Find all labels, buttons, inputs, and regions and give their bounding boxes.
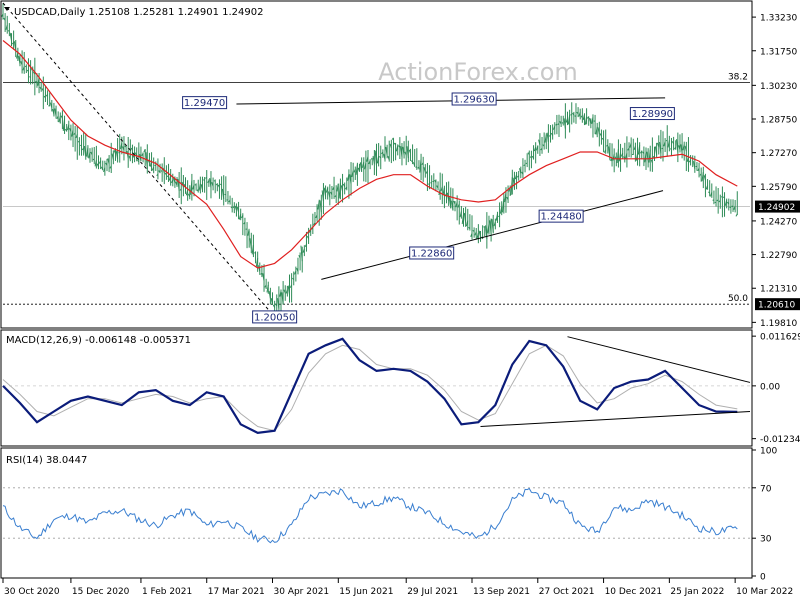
rsi-axis-tick-label: 0 [760, 573, 766, 583]
date-axis-tick-label: 15 Dec 2020 [72, 587, 130, 597]
price-axis-tick-label: 1.22790 [760, 251, 797, 261]
level-price-label-text: 1.20610 [758, 301, 795, 311]
watermark: ActionForex.com [378, 58, 578, 86]
price-bar-open [570, 115, 571, 116]
price-axis-tick-label: 1.24270 [760, 217, 797, 227]
rsi-panel-title: RSI(14) 38.0447 [6, 455, 87, 466]
date-axis-tick-label: 30 Oct 2020 [4, 587, 60, 597]
price-callout-label: 1.22860 [411, 248, 452, 259]
date-axis-tick-label: 29 Jul 2021 [407, 587, 458, 597]
macd-axis-tick-label: 0.00 [760, 382, 780, 392]
price-callout-label: 1.29630 [453, 94, 494, 105]
price-callout-label: 1.28990 [632, 109, 673, 120]
date-axis-tick-label: 10 Mar 2022 [736, 587, 793, 597]
date-axis-tick-label: 10 Dec 2021 [605, 587, 663, 597]
macd-panel-title: MACD(12,26,9) -0.006148 -0.005371 [6, 335, 191, 346]
price-axis-tick-label: 1.27270 [760, 149, 797, 159]
price-axis-tick-label: 1.31750 [760, 47, 797, 57]
price-bar-open [80, 145, 81, 146]
level-price-label: 1.20610 [755, 298, 800, 311]
date-axis-tick-label: 30 Apr 2021 [274, 587, 330, 597]
price-callout: 1.29630 [452, 93, 496, 106]
last-price-label-text: 1.24902 [758, 203, 795, 213]
price-callout: 1.24480 [539, 210, 583, 223]
date-axis-tick-label: 13 Sep 2021 [473, 587, 530, 597]
date-axis-tick-label: 17 Mar 2021 [208, 587, 265, 597]
rsi-axis-tick-label: 100 [760, 447, 777, 457]
rsi-axis-tick-label: 30 [760, 535, 772, 545]
price-callout: 1.22860 [410, 247, 454, 259]
price-bar-open [205, 178, 206, 179]
price-callout-label: 1.29470 [184, 98, 225, 109]
last-price-label: 1.24902 [755, 201, 800, 214]
price-panel-title: USDCAD,Daily 1.25108 1.25281 1.24901 1.2… [14, 7, 264, 18]
price-axis-tick-label: 1.30230 [760, 82, 797, 92]
macd-axis-tick-label: 0.011629 [760, 333, 800, 343]
fib-level-label: 50.0 [728, 294, 748, 304]
price-callout-label: 1.20050 [254, 312, 295, 323]
price-callout-label: 1.24480 [540, 212, 581, 223]
price-callout: 1.20050 [253, 311, 297, 324]
date-axis-tick-label: 1 Feb 2021 [142, 587, 192, 597]
fib-level-label: 38.2 [728, 73, 748, 83]
price-bar-open [662, 148, 663, 149]
price-callout: 1.28990 [630, 108, 674, 121]
price-axis-tick-label: 1.25790 [760, 183, 797, 193]
price-axis-tick-label: 1.33230 [760, 14, 797, 24]
price-bar-open [161, 171, 162, 172]
price-bar-open [498, 216, 499, 217]
price-axis-tick-label: 1.28750 [760, 116, 797, 126]
price-axis-tick-label: 1.19810 [760, 319, 797, 329]
price-axis-tick-label: 1.21310 [760, 285, 797, 295]
date-axis-tick-label: 25 Jan 2022 [670, 587, 724, 597]
macd-axis-tick-label: -0.012348 [760, 435, 800, 445]
price-bar-open [8, 31, 9, 32]
date-axis-tick-label: 27 Oct 2021 [539, 587, 595, 597]
rsi-axis-tick-label: 70 [760, 484, 772, 494]
price-bar-open [428, 184, 429, 185]
price-bar-open [670, 149, 671, 150]
date-axis-tick-label: 15 Jun 2021 [339, 587, 393, 597]
price-callout: 1.29470 [183, 97, 227, 110]
price-bar-open [416, 167, 417, 168]
